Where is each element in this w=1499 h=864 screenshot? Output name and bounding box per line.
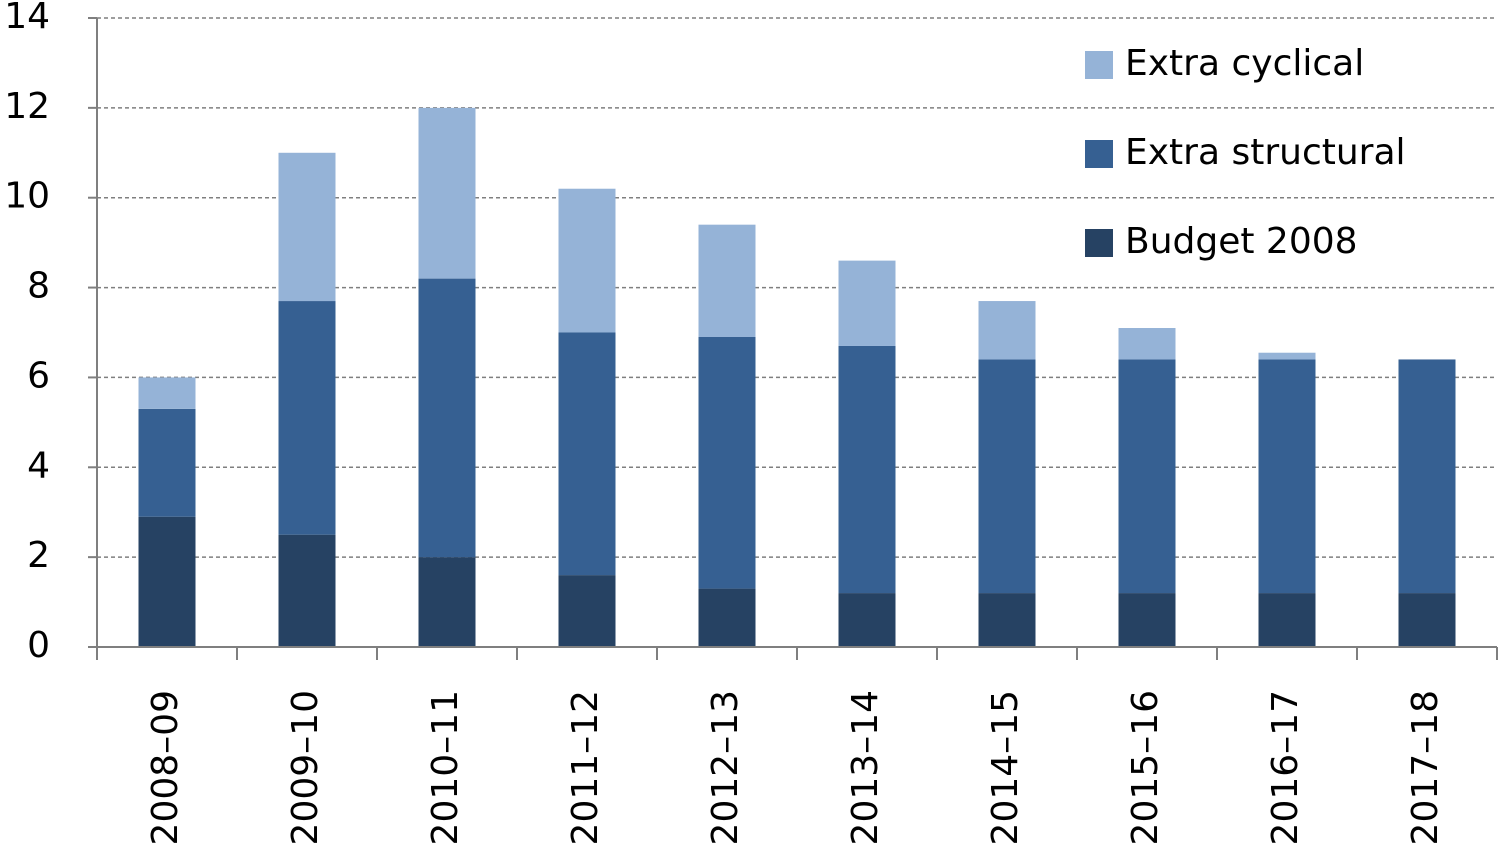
x-tick-label: 2017–18	[1405, 690, 1446, 845]
x-tick-label: 2016–17	[1265, 690, 1306, 845]
bar-segment	[558, 332, 616, 576]
bar-segment	[1258, 352, 1316, 360]
bar-segment	[978, 359, 1036, 594]
bar-segment	[558, 575, 616, 647]
bar-segment	[838, 260, 896, 346]
legend-label: Budget 2008	[1125, 221, 1358, 262]
bar-segment	[418, 107, 476, 279]
y-tick-label: 4	[27, 445, 50, 486]
bar-segment	[1398, 593, 1456, 647]
legend-label: Extra cyclical	[1125, 43, 1364, 84]
bar-segment	[838, 345, 896, 594]
legend-label: Extra structural	[1125, 132, 1406, 173]
bar-segment	[558, 188, 616, 333]
y-tick-label: 12	[4, 86, 50, 127]
bar-segment	[1118, 328, 1176, 360]
bar-segment	[138, 408, 196, 517]
y-tick-label: 8	[27, 266, 50, 307]
bar-segment	[978, 301, 1036, 360]
y-tick-label: 14	[4, 0, 50, 37]
bar-segment	[1398, 359, 1456, 594]
bar-segment	[1118, 359, 1176, 594]
x-tick-label: 2015–16	[1125, 690, 1166, 845]
legend-swatch	[1085, 229, 1113, 257]
x-tick-label: 2009–10	[285, 690, 326, 845]
x-tick-label: 2013–14	[845, 690, 886, 845]
bar-segment	[1258, 359, 1316, 594]
bar-segment	[138, 377, 196, 409]
bar-segment	[698, 224, 756, 337]
legend-swatch	[1085, 140, 1113, 168]
y-tick-label: 2	[27, 535, 50, 576]
y-tick-label: 10	[4, 176, 50, 217]
bar-segment	[1258, 593, 1316, 647]
bar-segment	[278, 301, 336, 535]
bar-segment	[418, 557, 476, 647]
bar-segment	[698, 588, 756, 647]
x-tick-label: 2011–12	[565, 690, 606, 845]
bar-segment	[1118, 593, 1176, 647]
bar-segment	[138, 516, 196, 647]
bar-segment	[978, 593, 1036, 647]
bar-segment	[418, 278, 476, 558]
bar-segment	[838, 593, 896, 647]
bar-segment	[698, 336, 756, 589]
y-tick-label: 0	[27, 625, 50, 666]
bar-segment	[278, 534, 336, 647]
y-tick-label: 6	[27, 355, 50, 396]
x-tick-label: 2010–11	[425, 690, 466, 845]
x-tick-label: 2008–09	[145, 690, 186, 845]
x-tick-label: 2012–13	[705, 690, 746, 845]
x-tick-label: 2014–15	[985, 690, 1026, 845]
legend-swatch	[1085, 51, 1113, 79]
bar-segment	[278, 152, 336, 302]
